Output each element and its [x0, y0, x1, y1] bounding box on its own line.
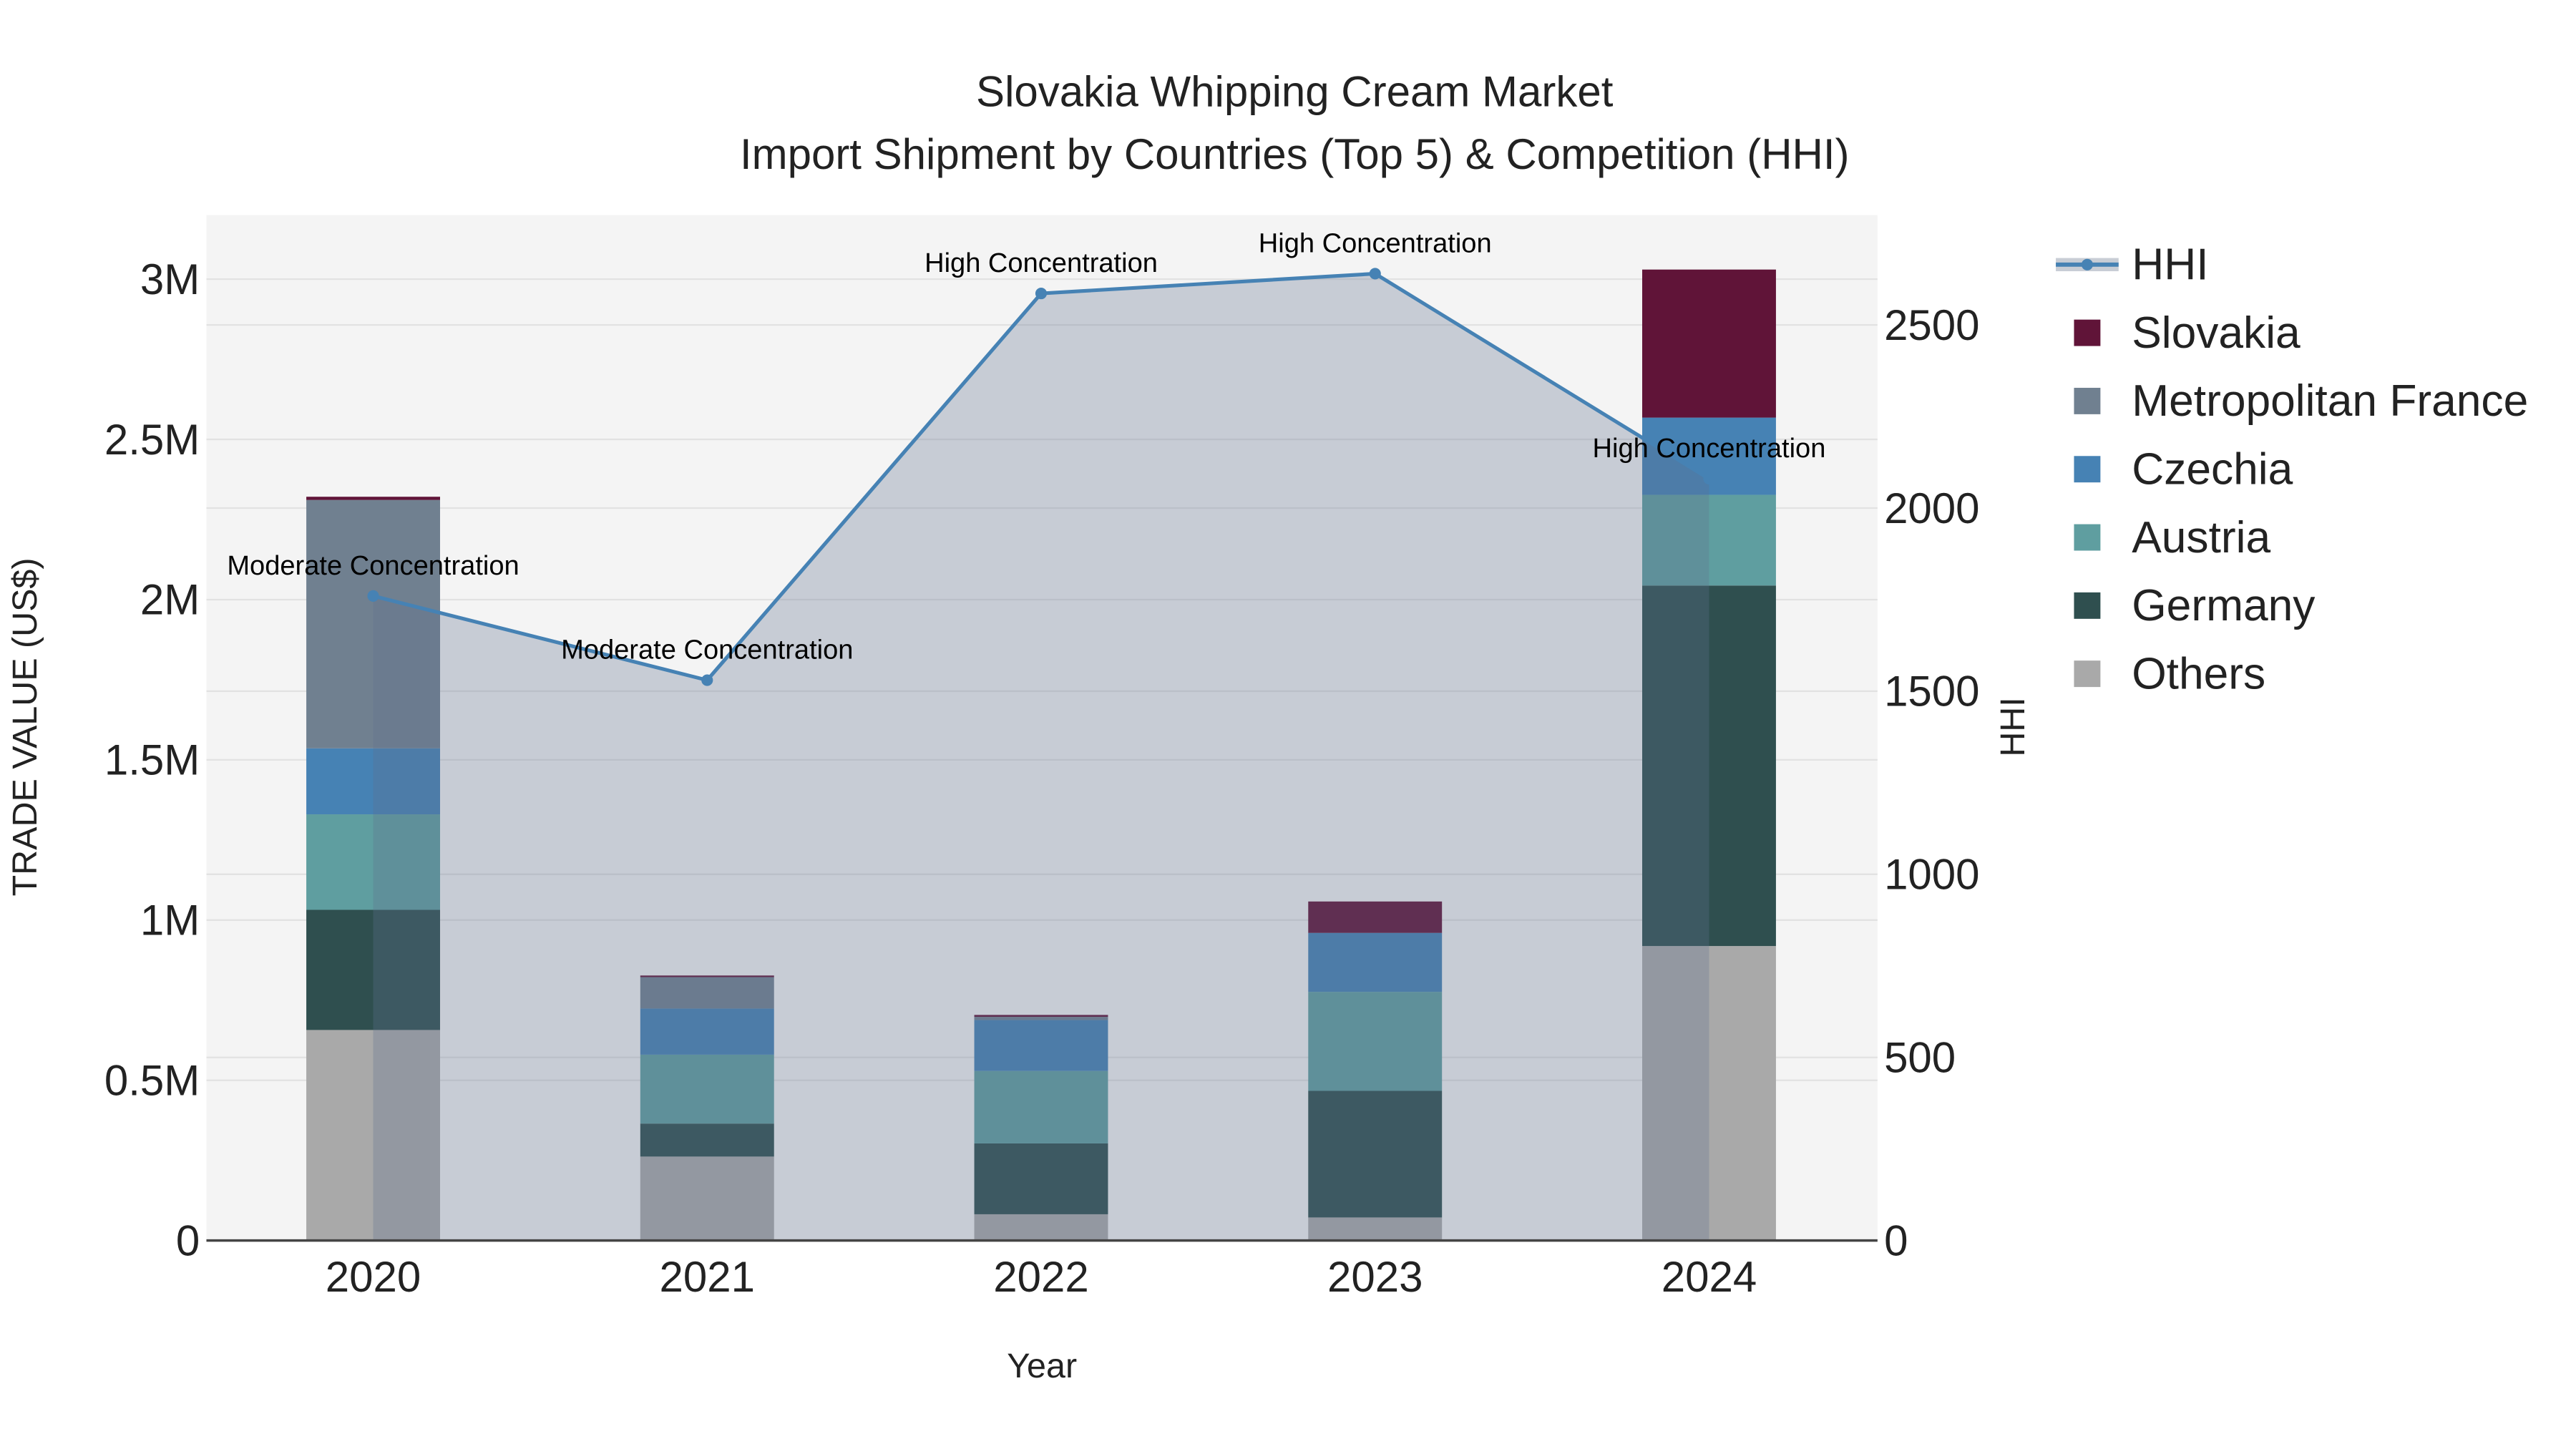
chart-title: Slovakia Whipping Cream Market [976, 67, 1614, 115]
legend-swatch [2074, 387, 2101, 414]
x-tick-label: 2022 [993, 1253, 1088, 1301]
bar-germany [1308, 1091, 1443, 1218]
bar-austria [1642, 494, 1776, 586]
y-tick-label: 0.5M [104, 1057, 200, 1105]
bar-others [640, 1156, 774, 1241]
y-tick-label: 2.5M [104, 416, 200, 464]
y-tick-label: 1.5M [104, 736, 200, 784]
bar-others [306, 1030, 440, 1241]
x-axis-title: Year [1007, 1347, 1077, 1385]
legend-label: Slovakia [2132, 308, 2301, 358]
bar-czechia [306, 748, 440, 815]
hhi-point [1035, 288, 1048, 300]
legend-label: Germany [2132, 581, 2316, 630]
bar-austria [1308, 992, 1443, 1091]
x-tick-label: 2020 [326, 1253, 421, 1301]
legend-swatch [2074, 456, 2101, 483]
bar-germany [974, 1143, 1108, 1214]
legend-label: Czechia [2132, 444, 2293, 494]
bar-austria [306, 814, 440, 910]
legend: HHI Slovakia Metropolitan France Czechia Aus… [2056, 240, 2528, 698]
legend-label: Metropolitan France [2132, 376, 2528, 426]
y2-tick-label: 2000 [1884, 484, 1979, 532]
y-tick-label: 0 [176, 1216, 200, 1264]
bar-others [1642, 946, 1776, 1241]
chart-subtitle: Import Shipment by Countries (Top 5) & C… [740, 130, 1850, 178]
bar-metropolitan-france [306, 499, 440, 748]
bar-germany [640, 1123, 774, 1157]
bar-others [1308, 1217, 1443, 1241]
y2-tick-label: 1500 [1884, 668, 1979, 716]
legend-swatch [2074, 660, 2101, 688]
y-axis-title: TRADE VALUE (US$) [6, 557, 44, 896]
bar-germany [1642, 585, 1776, 947]
hhi-annotation: Moderate Concentration [561, 635, 853, 665]
bar-czechia [640, 1008, 774, 1055]
legend-hhi-marker [2081, 258, 2093, 270]
hhi-point [367, 590, 379, 602]
y2-tick-label: 500 [1884, 1034, 1956, 1082]
bar-austria [974, 1070, 1108, 1143]
bar-austria [640, 1054, 774, 1124]
y2-tick-label: 1000 [1884, 851, 1979, 899]
legend-swatch [2074, 524, 2101, 551]
hhi-annotation: High Concentration [1593, 434, 1826, 464]
hhi-annotation: High Concentration [1259, 228, 1492, 258]
legend-label: HHI [2132, 240, 2208, 290]
hhi-annotation: Moderate Concentration [227, 551, 519, 581]
bar-slovakia [306, 497, 440, 500]
bar-slovakia [974, 1015, 1108, 1018]
y-tick-label: 1M [140, 897, 200, 945]
bar-others [974, 1214, 1108, 1241]
legend-label: Austria [2132, 513, 2270, 562]
legend-swatch [2074, 319, 2101, 346]
hhi-annotation: High Concentration [924, 248, 1158, 278]
bar-metropolitan-france [640, 977, 774, 1009]
bar-slovakia [640, 975, 774, 977]
legend-label: Others [2132, 649, 2265, 698]
y-tick-label: 2M [140, 576, 200, 624]
x-tick-label: 2024 [1662, 1253, 1757, 1301]
y2-tick-label: 0 [1884, 1216, 1908, 1264]
bar-czechia [974, 1020, 1108, 1071]
bar-metropolitan-france [974, 1017, 1108, 1020]
bar-slovakia [1308, 901, 1443, 933]
x-tick-label: 2023 [1327, 1253, 1423, 1301]
y2-tick-label: 2500 [1884, 301, 1979, 349]
hhi-point [1703, 473, 1715, 485]
hhi-point [1369, 268, 1381, 280]
hhi-point [701, 674, 713, 686]
bar-czechia [1308, 932, 1443, 992]
bar-germany [306, 909, 440, 1030]
y-tick-label: 3M [140, 255, 200, 303]
legend-swatch [2074, 592, 2101, 619]
bar-slovakia [1642, 269, 1776, 418]
x-tick-label: 2021 [660, 1253, 755, 1301]
y2-axis-title: HHI [1994, 697, 2032, 756]
hhi-area [373, 273, 1709, 1241]
